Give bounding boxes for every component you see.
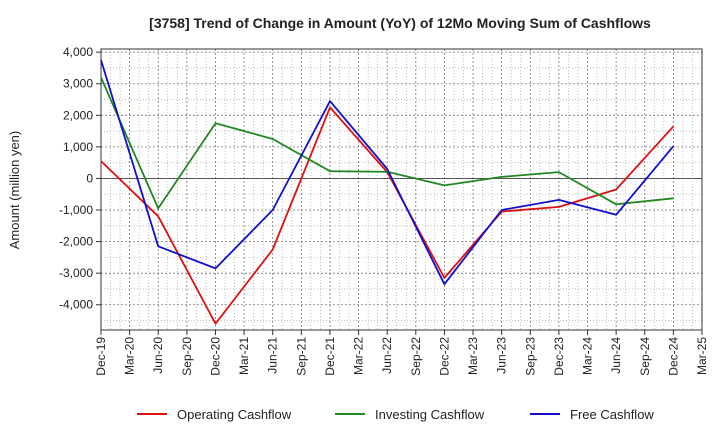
- x-tick-label: Sep-21: [294, 337, 308, 376]
- series-line-investing-cashflow: [100, 77, 674, 210]
- series-line-free-cashflow: [100, 59, 675, 286]
- legend-label: Operating Cashflow: [177, 407, 292, 422]
- x-tick-label: Dec-22: [437, 337, 451, 376]
- chart-title: [3758] Trend of Change in Amount (YoY) o…: [149, 15, 651, 31]
- y-tick-label: 1,000: [63, 140, 93, 154]
- plot-frame: [100, 48, 703, 331]
- x-tick-label: Dec-20: [208, 337, 222, 376]
- x-tick-label: Jun-23: [495, 337, 509, 374]
- legend-label: Investing Cashflow: [375, 407, 485, 422]
- x-tick-label: Mar-20: [123, 337, 137, 375]
- y-tick-label: -2,000: [59, 235, 93, 249]
- x-tick-label: Sep-22: [409, 337, 423, 376]
- x-tick-label: Dec-24: [666, 337, 680, 376]
- x-tick-label: Jun-22: [380, 337, 394, 374]
- x-tick-label: Sep-24: [638, 337, 652, 376]
- y-tick-label: -4,000: [59, 298, 93, 312]
- plot-area: 4,000 3,000 2,000 1,000 0 -1,000 -2,000 -3,000 -…: [59, 45, 709, 376]
- plot-background: [101, 49, 702, 330]
- x-tick-label: Mar-23: [466, 337, 480, 375]
- y-axis-label: Amount (million yen): [7, 131, 22, 250]
- x-tick-label: Mar-21: [237, 337, 251, 375]
- x-tick-label: Sep-20: [180, 337, 194, 376]
- x-tick-label: Dec-19: [94, 337, 108, 376]
- x-tick-label: Mar-24: [581, 337, 595, 375]
- x-tick-label: Jun-24: [609, 337, 623, 374]
- legend: Operating Cashflow Investing Cashflow Free…: [137, 407, 654, 422]
- x-tick-label: Mar-25: [695, 337, 709, 375]
- y-tick-label: -3,000: [59, 266, 93, 280]
- x-tick-label: Dec-23: [552, 337, 566, 376]
- x-tick-label: Jun-20: [151, 337, 165, 374]
- x-tick-label: Jun-21: [266, 337, 280, 374]
- y-tick-label: 2,000: [63, 108, 93, 122]
- y-tick-label: -1,000: [59, 203, 93, 217]
- x-tick-label: Sep-23: [523, 337, 537, 376]
- x-tick-label: Dec-21: [323, 337, 337, 376]
- legend-label: Free Cashflow: [570, 407, 654, 422]
- y-tick-label: 0: [86, 171, 93, 185]
- x-tick-label: Mar-22: [352, 337, 366, 375]
- y-tick-label: 4,000: [63, 45, 93, 59]
- y-tick-label: 3,000: [63, 77, 93, 91]
